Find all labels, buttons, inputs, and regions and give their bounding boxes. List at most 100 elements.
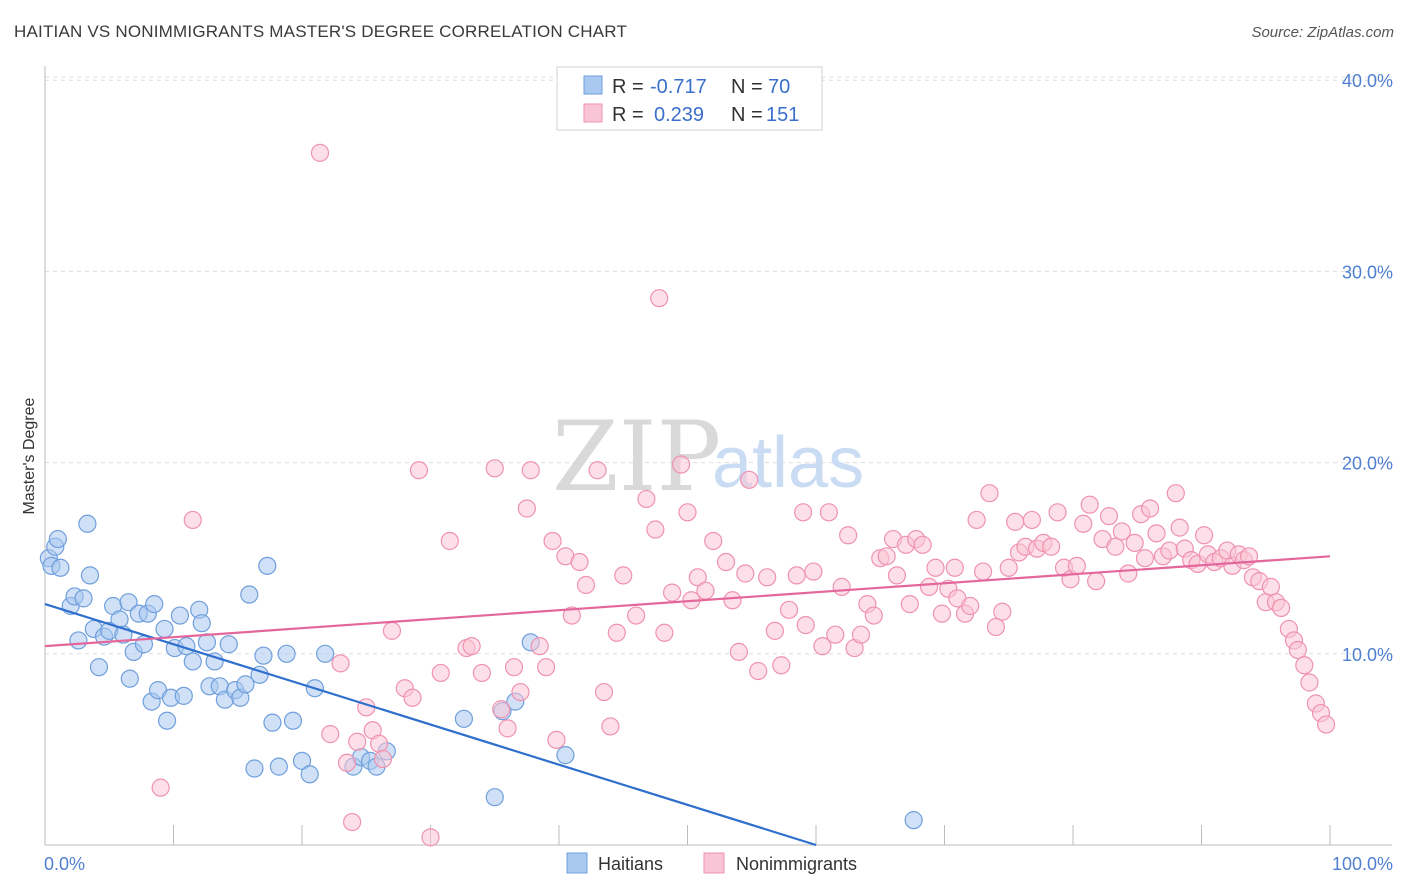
- point-nonimmigrants: [601, 717, 620, 736]
- y-tick-label: 30.0%: [1342, 262, 1393, 282]
- point-nonimmigrants: [1048, 503, 1067, 522]
- point-nonimmigrants: [826, 625, 845, 644]
- x-tick-label: 100.0%: [1332, 854, 1393, 874]
- point-nonimmigrants: [961, 596, 980, 616]
- point-haitians: [155, 619, 174, 639]
- point-nonimmigrants: [945, 558, 964, 577]
- point-nonimmigrants: [1147, 524, 1166, 543]
- bottom-legend-haitians: Haitians: [598, 854, 663, 874]
- legend-r-value-2: 0.239: [654, 104, 704, 126]
- legend-row-1: R = -0.717 N = 70: [612, 76, 790, 98]
- point-nonimmigrants: [646, 520, 665, 539]
- point-nonimmigrants: [650, 289, 669, 308]
- point-nonimmigrants: [765, 621, 784, 640]
- point-nonimmigrants: [787, 566, 806, 585]
- point-nonimmigrants: [576, 575, 596, 595]
- point-nonimmigrants: [1042, 537, 1061, 556]
- point-haitians: [240, 585, 259, 604]
- watermark: ZIP atlas: [552, 401, 864, 513]
- point-nonimmigrants: [839, 526, 858, 545]
- point-nonimmigrants: [1295, 656, 1314, 675]
- point-nonimmigrants: [431, 663, 450, 683]
- chart-source: Source: ZipAtlas.com: [1251, 24, 1394, 41]
- point-haitians: [263, 713, 282, 732]
- point-haitians: [454, 709, 474, 728]
- y-tick-label: 10.0%: [1342, 645, 1393, 665]
- point-nonimmigrants: [1288, 640, 1307, 660]
- y-tick-labels: 10.0% 20.0% 30.0% 40.0%: [1342, 71, 1393, 665]
- point-haitians: [269, 757, 288, 776]
- point-nonimmigrants: [626, 606, 646, 625]
- point-haitians: [51, 558, 70, 577]
- point-haitians: [48, 529, 67, 549]
- point-nonimmigrants: [1125, 533, 1144, 553]
- point-nonimmigrants: [382, 621, 402, 640]
- point-haitians: [145, 594, 164, 614]
- point-nonimmigrants: [543, 531, 562, 551]
- point-haitians: [197, 633, 217, 652]
- point-nonimmigrants: [440, 531, 459, 551]
- point-nonimmigrants: [749, 661, 768, 681]
- point-nonimmigrants: [348, 732, 367, 751]
- point-nonimmigrants: [504, 658, 524, 677]
- point-haitians: [119, 593, 138, 612]
- point-haitians: [556, 746, 575, 765]
- point-nonimmigrants: [485, 459, 504, 478]
- point-haitians: [69, 631, 88, 650]
- point-nonimmigrants: [993, 602, 1012, 621]
- point-haitians: [485, 788, 504, 807]
- point-nonimmigrants: [779, 600, 799, 619]
- point-nonimmigrants: [331, 654, 350, 673]
- point-nonimmigrants: [1317, 715, 1336, 734]
- point-nonimmigrants: [887, 566, 907, 585]
- point-haitians: [174, 686, 193, 705]
- legend-swatch-haitians: [583, 75, 603, 95]
- point-nonimmigrants: [662, 583, 682, 602]
- point-nonimmigrants: [932, 604, 952, 623]
- point-nonimmigrants: [321, 725, 340, 744]
- point-nonimmigrants: [1106, 537, 1125, 556]
- point-nonimmigrants: [900, 594, 919, 614]
- legend-row-2: R = 0.239 N = 151: [612, 104, 799, 126]
- point-nonimmigrants: [736, 564, 755, 583]
- y-axis-label: Master's Degree: [21, 397, 38, 514]
- point-haitians: [258, 556, 277, 575]
- point-nonimmigrants: [877, 547, 896, 566]
- point-nonimmigrants: [967, 510, 986, 530]
- point-haitians: [277, 644, 296, 663]
- point-nonimmigrants: [671, 455, 691, 474]
- point-nonimmigrants: [607, 623, 626, 642]
- point-nonimmigrants: [530, 637, 549, 656]
- point-nonimmigrants: [1135, 549, 1155, 568]
- point-nonimmigrants: [696, 581, 715, 600]
- point-nonimmigrants: [1170, 518, 1189, 537]
- point-nonimmigrants: [796, 616, 815, 635]
- bottom-legend-nonimmigrants: Nonimmigrants: [736, 854, 857, 874]
- point-haitians: [904, 811, 923, 830]
- point-nonimmigrants: [151, 778, 170, 797]
- point-nonimmigrants: [1272, 598, 1291, 618]
- point-haitians: [219, 635, 238, 654]
- trend-line-nonimmigrants: [44, 555, 1331, 648]
- point-haitians: [170, 606, 190, 625]
- point-nonimmigrants: [472, 663, 491, 683]
- point-nonimmigrants: [1112, 522, 1131, 541]
- point-nonimmigrants: [804, 562, 823, 581]
- point-nonimmigrants: [343, 812, 362, 832]
- x-tick-label: 0.0%: [44, 854, 85, 874]
- point-nonimmigrants: [337, 753, 357, 772]
- point-nonimmigrants: [1074, 514, 1093, 533]
- point-nonimmigrants: [373, 749, 393, 769]
- bottom-legend-swatch-haitians: [566, 852, 588, 874]
- point-nonimmigrants: [409, 461, 429, 480]
- point-nonimmigrants: [498, 719, 517, 738]
- point-nonimmigrants: [758, 568, 777, 587]
- legend-n-value-2: 151: [766, 104, 799, 126]
- point-nonimmigrants: [588, 461, 607, 480]
- point-nonimmigrants: [678, 503, 697, 522]
- point-nonimmigrants: [729, 642, 749, 661]
- watermark-atlas: atlas: [712, 423, 864, 503]
- point-haitians: [157, 711, 177, 730]
- point-nonimmigrants: [1239, 547, 1259, 566]
- point-nonimmigrants: [594, 682, 614, 702]
